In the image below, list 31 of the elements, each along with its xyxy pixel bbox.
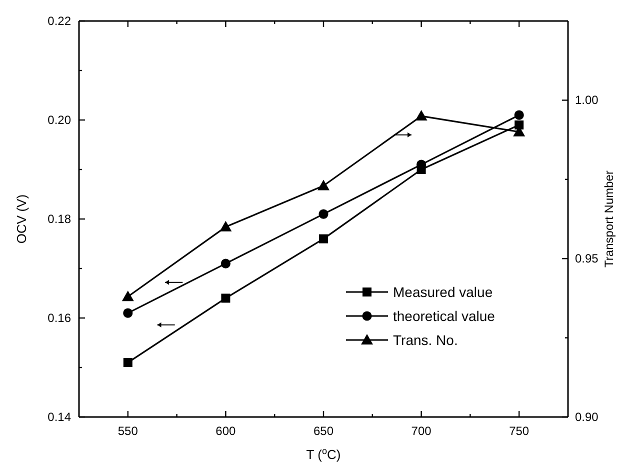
point: [123, 358, 132, 368]
point: [220, 258, 230, 268]
point: [220, 220, 232, 232]
y-tick-label: 0.16: [48, 311, 72, 325]
x-tick-label: 550: [118, 424, 138, 438]
y2-tick-label: 1.00: [575, 93, 599, 108]
legend-label: Measured value: [393, 284, 493, 300]
point: [415, 110, 428, 121]
point: [221, 294, 230, 303]
y-tick-label: 0.20: [48, 113, 72, 127]
x-tick-label: 700: [411, 424, 432, 438]
point: [514, 110, 524, 120]
x-tick-label: 750: [509, 424, 530, 438]
y2-tick-label: 0.90: [575, 410, 599, 424]
x-tick-label: 600: [216, 424, 236, 438]
y-tick-label: 0.22: [48, 14, 72, 28]
x-axis-title: T ($^{o}$C): [306, 446, 341, 462]
point: [123, 308, 133, 318]
x-tick-label: 650: [313, 424, 334, 438]
y2-axis-title: Transport Number: [602, 170, 616, 268]
y-axis-title: OCV (V): [14, 194, 29, 244]
legend-label: theoretical value: [393, 308, 496, 324]
y-tick-label: 0.18: [48, 212, 72, 226]
y2-tick-label: 0.95: [575, 252, 599, 266]
y-tick-label: 0.14: [48, 410, 72, 424]
point: [318, 180, 330, 190]
point: [122, 290, 134, 302]
legend-label: Trans. No.: [393, 332, 458, 348]
point: [319, 234, 328, 244]
point: [514, 120, 524, 130]
point: [318, 209, 328, 219]
